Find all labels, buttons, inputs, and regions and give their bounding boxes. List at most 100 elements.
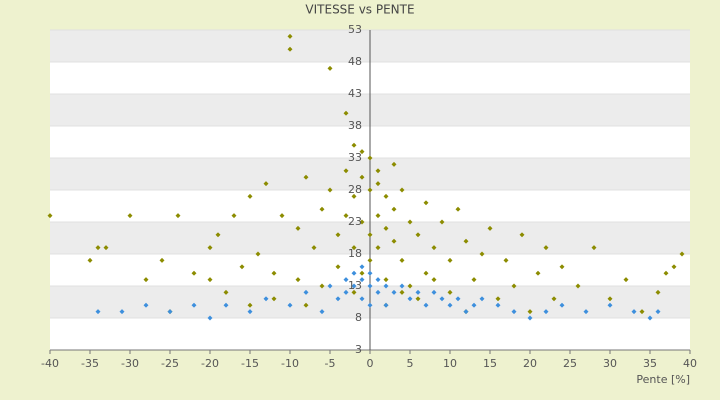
point [367,257,373,263]
point [375,168,381,174]
point [359,149,365,155]
x-tick-label: 30 [603,357,617,370]
point [503,257,509,263]
point [303,302,309,308]
x-axis-title: Pente [%] [636,373,690,386]
point [423,270,429,276]
point [383,193,389,199]
point [351,289,357,295]
point [407,296,413,302]
point [335,296,341,302]
point [367,283,373,289]
point [623,277,629,283]
point [391,238,397,244]
point [223,302,229,308]
point [335,232,341,238]
x-tick-label: -10 [281,357,299,370]
point [319,309,325,315]
x-tick-label: 15 [483,357,497,370]
y-tick-label: 23 [348,215,362,228]
point [607,296,613,302]
point [159,257,165,263]
y-tick-label: 28 [348,183,362,196]
point [191,302,197,308]
point [543,309,549,315]
y-tick-label: 38 [348,119,362,132]
point [367,155,373,161]
point [239,264,245,270]
point [407,283,413,289]
x-tick-label: 40 [683,357,697,370]
point [575,283,581,289]
point [527,315,533,321]
point [479,296,485,302]
point [655,309,661,315]
point [679,251,685,257]
point [519,232,525,238]
point [167,309,173,315]
point [479,251,485,257]
point [383,283,389,289]
x-tick-label: 10 [443,357,457,370]
point [647,315,653,321]
point [383,277,389,283]
point [343,277,349,283]
point [327,283,333,289]
point [367,270,373,276]
y-tick-label: 13 [348,279,362,292]
point [583,309,589,315]
point [383,225,389,231]
point [655,289,661,295]
point [407,219,413,225]
y-tick-label: 43 [348,87,362,100]
point [511,283,517,289]
point [447,302,453,308]
point [375,277,381,283]
point [191,270,197,276]
x-tick-label: 25 [563,357,577,370]
point [295,225,301,231]
point [303,174,309,180]
point [343,168,349,174]
x-tick-label: -20 [201,357,219,370]
point [399,289,405,295]
point [207,245,213,251]
point [247,193,253,199]
point [47,213,53,219]
y-tick-label: 48 [348,55,362,68]
point [423,200,429,206]
point [431,289,437,295]
point [487,225,493,231]
point [207,315,213,321]
point [343,110,349,116]
point [351,193,357,199]
point [327,65,333,71]
point [287,302,293,308]
point [287,46,293,52]
point [399,257,405,263]
point [247,309,253,315]
point [223,289,229,295]
point [295,277,301,283]
x-tick-label: -40 [41,357,59,370]
point [391,289,397,295]
y-tick-label: 18 [348,247,362,260]
point [559,302,565,308]
point [447,257,453,263]
point [463,309,469,315]
point [607,302,613,308]
chart-title: VITESSE vs PENTE [305,3,414,17]
point [311,245,317,251]
x-tick-label: -25 [161,357,179,370]
point [303,289,309,295]
point [551,296,557,302]
point [359,174,365,180]
point [415,289,421,295]
x-tick-label: -15 [241,357,259,370]
point [319,206,325,212]
point [95,309,101,315]
point [511,309,517,315]
point [343,289,349,295]
point [103,245,109,251]
